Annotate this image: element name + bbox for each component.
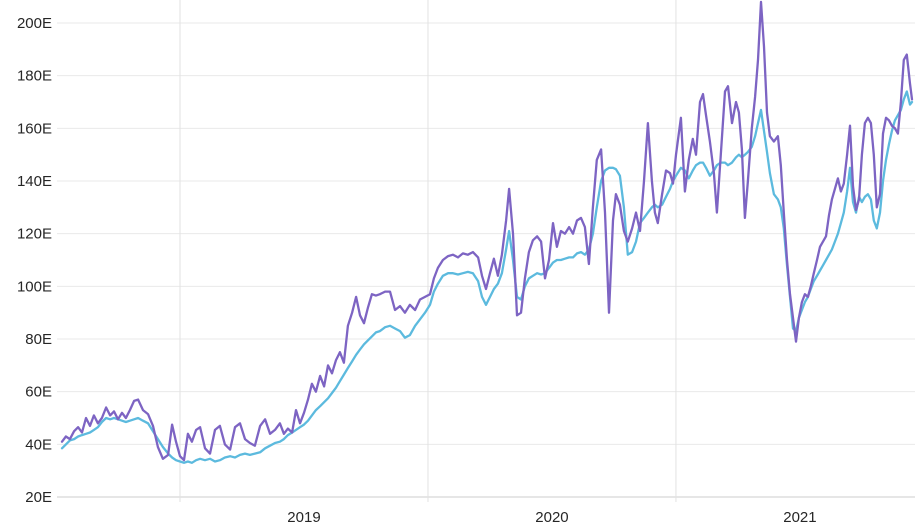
y-axis-tick-label: 160E — [17, 120, 52, 137]
x-axis-tick-label: 2020 — [535, 509, 568, 526]
y-axis-tick-label: 180E — [17, 68, 52, 85]
x-axis-tick-label: 2021 — [783, 509, 816, 526]
y-axis-tick-label: 20E — [25, 489, 52, 506]
series-line-sky-blue — [60, 90, 914, 464]
series-line-violet — [60, 0, 914, 462]
y-axis-tick-label: 120E — [17, 226, 52, 243]
y-axis-tick-label: 140E — [17, 173, 52, 190]
y-axis-tick-label: 100E — [17, 278, 52, 295]
y-axis-tick-label: 60E — [25, 384, 52, 401]
y-axis-tick-label: 40E — [25, 436, 52, 453]
y-axis-tick-label: 200E — [17, 15, 52, 32]
x-axis-tick-label: 2019 — [287, 509, 320, 526]
y-axis-tick-label: 80E — [25, 331, 52, 348]
